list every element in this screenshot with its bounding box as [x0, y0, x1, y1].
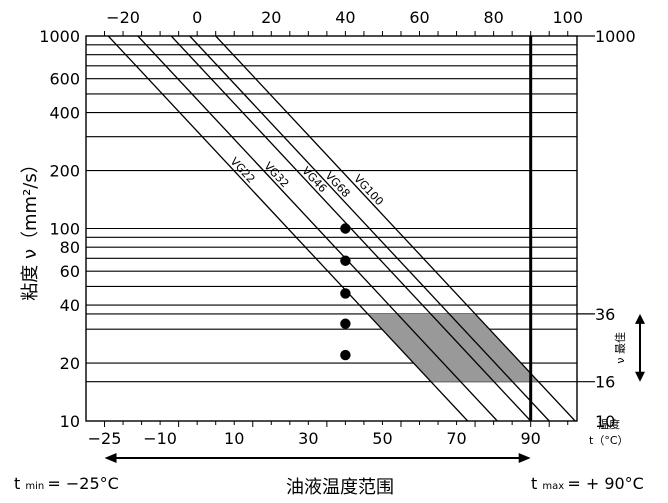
series-label: VG100 [351, 172, 386, 208]
tick-labels: −25 −10 10 30 50 70 90−20 0 20 40 60 80 100102040608… [39, 8, 635, 448]
top-tick-label: 100 [552, 8, 583, 27]
x-axis-title: 油液温度范围 [286, 477, 394, 498]
top-tick-label: 40 [335, 8, 355, 27]
y-axis-title: 粘度 ν（mm²/s） [20, 155, 41, 301]
left-tick-label: 40 [60, 296, 80, 315]
marker-point [340, 255, 351, 266]
series-label: VG32 [261, 160, 291, 191]
bottom-tick-label: 90 [521, 429, 541, 448]
right-tick-label: 10 [595, 412, 615, 431]
right-tick-label: 1000 [595, 27, 636, 46]
tmin-subscript: min [25, 481, 47, 492]
marker-points [340, 223, 351, 361]
series-line-vg46 [170, 36, 532, 421]
left-tick-label: 20 [60, 354, 80, 373]
bottom-tick-label: 10 [224, 429, 244, 448]
top-tick-label: 60 [409, 8, 429, 27]
top-tick-label: −20 [106, 8, 140, 27]
marker-point [340, 349, 351, 361]
right-tick-label: 16 [595, 373, 615, 392]
axis-ticks [104, 31, 595, 427]
marker-point [340, 288, 351, 299]
optimal-band-area [367, 313, 539, 382]
tmax-subscript: max [542, 481, 567, 492]
left-tick-label: 400 [49, 104, 80, 123]
bottom-tick-label: 50 [372, 429, 392, 448]
series-line-vg100 [215, 36, 576, 421]
grid [86, 35, 577, 422]
tmin-label: t min = −25°C [14, 474, 119, 493]
bottom-tick-label: −10 [143, 429, 177, 448]
left-tick-label: 10 [60, 412, 80, 431]
left-tick-label: 1000 [39, 27, 80, 46]
top-tick-label: 20 [261, 8, 281, 27]
top-tick-label: 80 [483, 8, 503, 27]
left-tick-label: 80 [60, 238, 80, 257]
bottom-tick-label: −25 [88, 429, 122, 448]
marker-point [340, 318, 351, 329]
top-tick-label: 0 [192, 8, 202, 27]
arrow-up-icon [635, 313, 645, 324]
series-line-vg22 [107, 36, 469, 421]
temperature-unit: t（°C） [589, 434, 629, 447]
optimal-range-label: ν 最佳 [613, 332, 627, 364]
series-line-vg68 [189, 36, 550, 421]
marker-point [340, 223, 351, 234]
arrow-right-icon [518, 453, 531, 463]
left-tick-label: 60 [60, 262, 80, 281]
right-tick-label: 36 [595, 305, 615, 324]
plot-border [85, 35, 578, 422]
tmin-value: = −25°C [47, 474, 118, 493]
left-tick-label: 200 [49, 162, 80, 181]
tmax-label: t max = + 90°C [531, 474, 644, 493]
optimal-viscosity-band [367, 313, 539, 382]
bottom-tick-label: 70 [446, 429, 466, 448]
left-tick-label: 100 [49, 220, 80, 239]
bottom-tick-label: 30 [298, 429, 318, 448]
tmax-value: = + 90°C [567, 474, 644, 493]
arrow-down-icon [635, 371, 645, 382]
arrow-left-icon [104, 453, 117, 463]
series-line-vg32 [137, 36, 498, 421]
left-tick-label: 600 [49, 70, 80, 89]
temperature-word: 温度 [598, 417, 620, 431]
plot-frame [85, 35, 578, 422]
